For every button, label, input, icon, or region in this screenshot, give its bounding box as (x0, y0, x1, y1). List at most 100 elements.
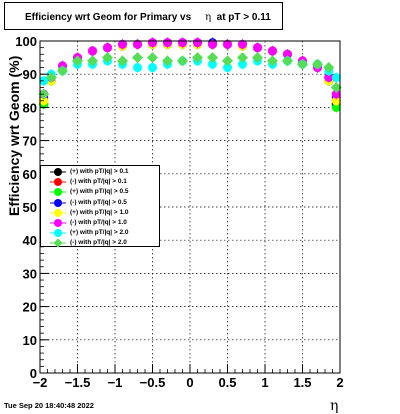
x-tick-label: −0.5 (140, 375, 166, 390)
legend-marker (50, 229, 66, 238)
y-axis-label-text: Efficiency wrt Geom (%) (6, 55, 22, 216)
x-tick-label: 2 (336, 375, 343, 390)
data-point (331, 102, 341, 112)
legend-label: (-) with pT/|q| > 1.0 (70, 219, 127, 226)
y-tick-label: 80 (23, 100, 37, 115)
legend-entry: (-) with pT/|q| > 0.5 (41, 198, 159, 208)
legend-entry: (-) with pT/|q| > 0.1 (41, 177, 159, 187)
data-point (132, 52, 143, 64)
y-tick-label: 20 (23, 300, 37, 315)
data-point (222, 55, 233, 67)
data-point (330, 81, 342, 93)
y-tick-label: 100 (15, 34, 37, 49)
chart-title-box: Efficiency wrt Geom for Primary vs η at … (4, 2, 283, 30)
data-point (133, 39, 142, 49)
title-suffix: at pT > 0.11 (216, 12, 271, 23)
x-tick-label: −2 (33, 375, 48, 390)
legend-label: (+) with pT/|q| > 1.0 (70, 208, 129, 216)
x-axis-label: η (330, 398, 339, 414)
data-point (223, 39, 232, 49)
data-point (147, 52, 158, 64)
data-point (72, 55, 83, 67)
legend-marker (50, 238, 66, 248)
data-point (331, 96, 341, 106)
data-point (133, 63, 142, 73)
data-point (208, 39, 217, 49)
data-point (118, 39, 127, 49)
data-point (283, 49, 292, 59)
legend-label: (-) with pT/|q| > 2.0 (70, 239, 127, 247)
data-point (193, 38, 202, 48)
series-8 (38, 52, 342, 100)
legend-marker (50, 219, 66, 227)
data-point (297, 58, 308, 70)
data-point (238, 39, 247, 49)
legend-marker (50, 198, 66, 207)
y-tick-label: 90 (23, 67, 37, 82)
y-tick-label: 30 (23, 266, 37, 281)
title-eta-symbol: η (205, 12, 212, 23)
data-point (45, 72, 57, 84)
data-point (252, 52, 263, 64)
legend: (+) with pT/|q| > 0.1 (-) with pT/|q| > 0… (40, 165, 160, 248)
data-point (223, 63, 232, 73)
y-tick-label: 10 (23, 333, 37, 348)
data-point (312, 58, 323, 70)
data-point (324, 73, 334, 83)
legend-entry: (+) with pT/|q| > 0.1 (41, 167, 159, 177)
y-tick-labels: 0 10 20 30 40 50 60 70 80 90 100 (15, 34, 37, 381)
legend-label: (+) with pT/|q| > 0.5 (70, 188, 129, 196)
data-point (103, 43, 112, 53)
data-point (237, 52, 248, 64)
legend-entry: (+) with pT/|q| > 2.0 (41, 228, 159, 238)
x-tick-label: −1 (108, 375, 123, 390)
timestamp: Tue Sep 20 18:40:48 2022 (4, 401, 94, 410)
data-point (177, 55, 188, 67)
legend-label: (+) with pT/|q| > 0.1 (70, 168, 129, 175)
data-point (207, 52, 218, 64)
legend-entry: (+) with pT/|q| > 0.5 (41, 187, 159, 197)
data-point (323, 62, 335, 74)
data-point (87, 55, 98, 67)
title-prefix: Efficiency wrt Geom for Primary vs (25, 12, 192, 23)
data-point (148, 63, 157, 73)
legend-label: (-) with pT/|q| > 0.1 (70, 178, 127, 186)
legend-marker (50, 188, 66, 197)
y-tick-label: 60 (23, 167, 37, 182)
grid-lines (40, 41, 340, 373)
legend-label: (-) with pT/|q| > 0.5 (70, 198, 127, 206)
legend-entry: (-) with pT/|q| > 2.0 (41, 238, 159, 248)
legend-label: (+) with pT/|q| > 2.0 (70, 229, 129, 237)
data-point (162, 55, 173, 67)
legend-marker (50, 178, 66, 187)
legend-marker (50, 168, 66, 176)
data-point (192, 52, 203, 64)
data-point (331, 89, 341, 99)
data-point (163, 38, 172, 48)
x-tick-label: 1.5 (293, 375, 311, 390)
x-tick-labels: −2 −1.5 −1 −0.5 0 0.5 1 1.5 2 (33, 375, 344, 390)
data-point (268, 46, 277, 56)
x-tick-label: 0 (186, 375, 193, 390)
data-point (148, 38, 157, 48)
data-point (331, 73, 341, 83)
data-point (117, 55, 128, 67)
data-point (88, 46, 97, 56)
data-point (208, 59, 217, 69)
legend-entry: (+) with pT/|q| > 1.0 (41, 208, 159, 218)
data-point (253, 43, 262, 53)
legend-marker (50, 208, 66, 217)
y-tick-label: 40 (23, 233, 37, 248)
x-tick-label: 1 (261, 375, 268, 390)
x-tick-label: −1.5 (65, 375, 91, 390)
x-tick-label: 0.5 (218, 375, 236, 390)
y-tick-label: 50 (23, 200, 37, 215)
chart-title: Efficiency wrt Geom for Primary vs η at … (25, 12, 271, 23)
y-tick-label: 0 (30, 366, 37, 381)
y-tick-label: 70 (23, 134, 37, 149)
legend-entry: (-) with pT/|q| > 1.0 (41, 218, 159, 228)
data-point (267, 55, 278, 67)
data-points-layer (38, 37, 342, 113)
data-point (238, 59, 247, 69)
